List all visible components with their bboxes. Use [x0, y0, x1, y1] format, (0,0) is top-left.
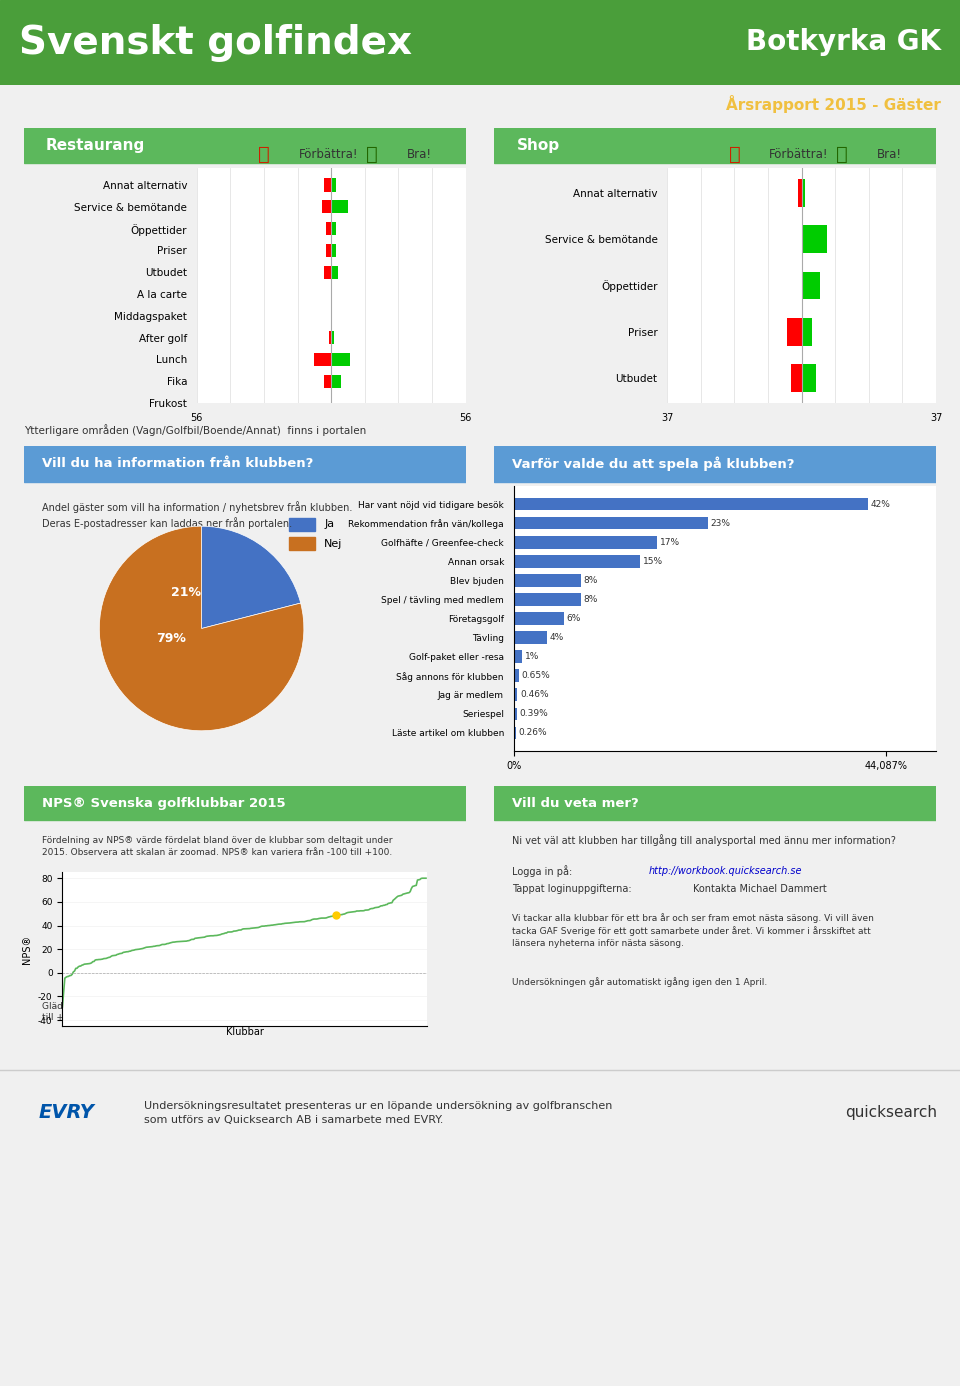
- Bar: [802, 225, 827, 254]
- Text: Tappat loginuppgifterna:: Tappat loginuppgifterna:: [512, 884, 632, 894]
- Text: 0.46%: 0.46%: [520, 690, 549, 699]
- Bar: [289, 536, 316, 550]
- Bar: [331, 287, 332, 301]
- Text: Ni vet väl att klubben har tillgång till analysportal med ännu mer information?: Ni vet väl att klubben har tillgång till…: [512, 834, 896, 845]
- Bar: [514, 707, 516, 719]
- X-axis label: Klubbar: Klubbar: [226, 1027, 264, 1037]
- Bar: [791, 365, 802, 392]
- Text: 23%: 23%: [710, 518, 731, 528]
- Text: Botkyrka GK: Botkyrka GK: [746, 29, 941, 57]
- Text: 42%: 42%: [871, 500, 891, 509]
- Bar: [514, 498, 869, 510]
- Text: http://workbook.quicksearch.se: http://workbook.quicksearch.se: [649, 865, 803, 876]
- Text: Logga in på:: Logga in på:: [512, 865, 572, 877]
- Text: 👤: 👤: [836, 144, 848, 164]
- Text: 0.26%: 0.26%: [518, 728, 547, 737]
- Bar: [514, 669, 519, 682]
- Wedge shape: [202, 527, 300, 628]
- Bar: [787, 317, 802, 346]
- Wedge shape: [99, 527, 304, 730]
- Bar: [514, 574, 581, 586]
- Text: 21%: 21%: [171, 586, 202, 599]
- Bar: [331, 179, 336, 191]
- Text: Vill du veta mer?: Vill du veta mer?: [512, 797, 638, 809]
- Bar: [324, 179, 331, 191]
- Bar: [802, 365, 816, 392]
- Text: Andel gäster som vill ha information / nyhetsbrev från klubben.
Deras E-postadre: Andel gäster som vill ha information / n…: [41, 502, 352, 529]
- Text: Vi tackar alla klubbar för ett bra år och ser fram emot nästa säsong. Vi vill äv: Vi tackar alla klubbar för ett bra år oc…: [512, 913, 874, 948]
- Text: 👤: 👤: [366, 144, 377, 164]
- Bar: [326, 244, 331, 256]
- Bar: [514, 517, 708, 529]
- Bar: [514, 536, 658, 549]
- Text: Shop: Shop: [516, 137, 560, 152]
- Bar: [331, 266, 338, 279]
- Text: Ja: Ja: [324, 518, 334, 529]
- Bar: [494, 128, 936, 162]
- Text: 1%: 1%: [524, 651, 539, 661]
- Bar: [322, 200, 331, 213]
- Bar: [289, 517, 316, 531]
- Text: 17%: 17%: [660, 538, 680, 547]
- Text: Förbättra!: Förbättra!: [299, 147, 358, 161]
- Bar: [514, 632, 547, 643]
- Bar: [802, 179, 805, 207]
- Bar: [24, 446, 466, 482]
- Text: Bra!: Bra!: [876, 147, 901, 161]
- Text: Glädjande att se är att medel värdet ligger på +36. Snitvärdena varierar från -3: Glädjande att se är att medel värdet lig…: [41, 1001, 411, 1021]
- Text: 8%: 8%: [584, 595, 598, 604]
- Bar: [314, 353, 331, 366]
- Text: Varför valde du att spela på klubben?: Varför valde du att spela på klubben?: [512, 456, 795, 471]
- Bar: [24, 786, 466, 821]
- Text: Bra!: Bra!: [406, 147, 431, 161]
- Bar: [494, 786, 936, 821]
- Text: 79%: 79%: [156, 632, 186, 646]
- Bar: [802, 317, 812, 346]
- Bar: [324, 266, 331, 279]
- Text: Förbättra!: Förbättra!: [769, 147, 828, 161]
- Text: 8%: 8%: [584, 577, 598, 585]
- Bar: [331, 222, 336, 236]
- Text: Fördelning av NPS® värde fördelat bland över de klubbar som deltagit under
2015.: Fördelning av NPS® värde fördelat bland …: [41, 836, 393, 857]
- Bar: [331, 353, 350, 366]
- Bar: [514, 593, 581, 606]
- Text: 👤: 👤: [729, 144, 740, 164]
- Bar: [331, 374, 341, 388]
- Text: quicksearch: quicksearch: [845, 1105, 937, 1120]
- Text: Kontakta Michael Dammert: Kontakta Michael Dammert: [693, 884, 827, 894]
- Text: Årsrapport 2015 - Gäster: Årsrapport 2015 - Gäster: [726, 96, 941, 114]
- Text: Ytterligare områden (Vagn/Golfbil/Boende/Annat)  finns i portalen: Ytterligare områden (Vagn/Golfbil/Boende…: [24, 424, 367, 437]
- Text: Undersökningen går automatiskt igång igen den 1 April.: Undersökningen går automatiskt igång ige…: [512, 977, 767, 987]
- Text: EVRY: EVRY: [38, 1103, 94, 1123]
- Text: NPS® Svenska golfklubbar 2015: NPS® Svenska golfklubbar 2015: [41, 797, 285, 809]
- Bar: [331, 244, 336, 256]
- Bar: [802, 272, 820, 299]
- Text: Svenskt golfindex: Svenskt golfindex: [19, 24, 413, 61]
- Bar: [326, 222, 331, 236]
- Bar: [514, 689, 517, 701]
- Text: 0.39%: 0.39%: [519, 710, 548, 718]
- Bar: [798, 179, 802, 207]
- Text: Nej: Nej: [324, 539, 343, 549]
- Bar: [328, 331, 331, 344]
- Bar: [24, 128, 466, 162]
- Bar: [514, 650, 522, 663]
- Bar: [324, 374, 331, 388]
- Text: 0.65%: 0.65%: [521, 671, 550, 681]
- Y-axis label: NPS®: NPS®: [22, 934, 33, 963]
- Text: Undersökningsresultatet presenteras ur en löpande undersökning av golfbranschen
: Undersökningsresultatet presenteras ur e…: [144, 1100, 612, 1125]
- Text: Vill du ha information från klubben?: Vill du ha information från klubben?: [41, 457, 313, 470]
- Text: 4%: 4%: [550, 633, 564, 642]
- Bar: [514, 556, 640, 567]
- Text: 👤: 👤: [258, 144, 270, 164]
- Bar: [494, 446, 936, 482]
- Text: 6%: 6%: [566, 614, 581, 622]
- Bar: [514, 726, 516, 739]
- Bar: [331, 331, 333, 344]
- Text: Restaurang: Restaurang: [46, 137, 145, 152]
- Bar: [514, 613, 564, 625]
- Bar: [331, 200, 348, 213]
- Text: 15%: 15%: [643, 557, 663, 565]
